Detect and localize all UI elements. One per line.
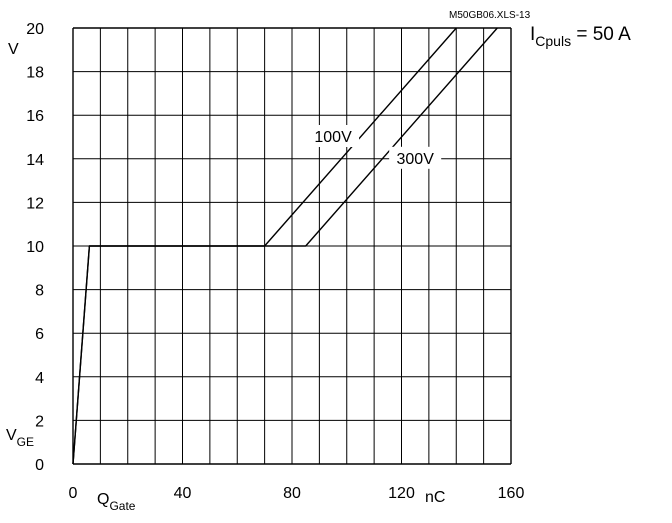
- y-tick-label: 20: [26, 21, 44, 38]
- y-tick-label: 2: [35, 413, 44, 430]
- y-tick-label: 18: [26, 65, 44, 82]
- y-tick-label: 6: [35, 326, 44, 343]
- y-tick-label: 10: [26, 239, 44, 256]
- x-unit-label: nC: [425, 489, 445, 506]
- series-label-300v: 300V: [397, 151, 435, 168]
- x-tick-label: 0: [69, 485, 78, 502]
- parameter-label: ICpuls = 50 A: [530, 24, 631, 49]
- series-label-bg: [307, 125, 360, 147]
- x-tick-label: 40: [174, 485, 192, 502]
- y-tick-label: 12: [26, 195, 44, 212]
- y-axis-label: VGE: [6, 427, 34, 449]
- x-axis-label: QGate: [97, 491, 136, 513]
- series-label-100v: 100V: [314, 129, 352, 146]
- file-label: M50GB06.XLS-13: [449, 10, 531, 21]
- x-tick-label: 80: [283, 485, 301, 502]
- y-tick-label: 4: [35, 370, 44, 387]
- y-tick-label: 14: [26, 152, 44, 169]
- x-tick-label: 160: [498, 485, 525, 502]
- tick-labels: 0 2 4 6 8 10 12 14 16 18 20 0 40 80 120 160: [26, 21, 524, 502]
- y-unit-label: V: [8, 41, 19, 58]
- y-tick-label: 8: [35, 283, 44, 300]
- grid: [72, 27, 512, 465]
- series-lines: [72, 27, 498, 465]
- y-tick-label: 0: [35, 457, 44, 474]
- series-line-300v: [72, 27, 498, 465]
- series-labels: 100V 300V: [307, 125, 442, 169]
- x-tick-label: 120: [388, 485, 415, 502]
- y-tick-label: 16: [26, 108, 44, 125]
- series-label-bg: [389, 146, 442, 169]
